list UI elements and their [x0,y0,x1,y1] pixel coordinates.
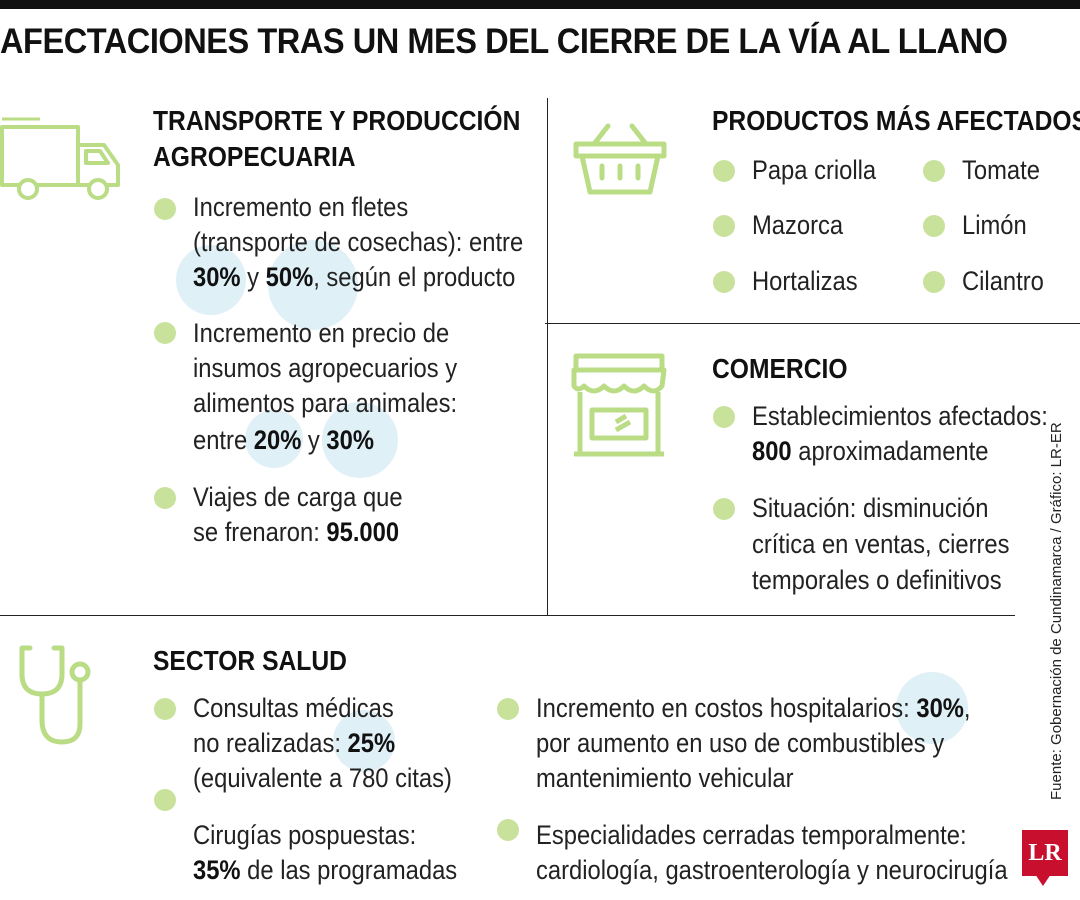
highlight-halo [176,245,246,315]
highlight-halo [333,710,395,772]
bullet-dot [713,406,735,428]
productos-title: PRODUCTOS MÁS AFECTADOS [712,105,1080,136]
transporte-bullet2-line4: entre 20% y 30% [193,425,374,455]
truck-icon [0,115,125,210]
salud-bullet3-line1: Incremento en costos hospitalarios: 30%, [536,693,971,723]
bullet-dot [154,487,176,509]
highlight-halo [245,410,303,468]
bullet-dot [154,698,176,720]
salud-bullet3-line2: por aumento en uso de combustibles y [536,728,945,758]
producto-item: Mazorca [752,210,844,240]
comercio-bullet2-line2: crítica en ventas, cierres [752,529,1010,559]
bullet-dot [497,698,519,720]
salud-bullet4-line2: cardiología, gastroenterología y neuroci… [536,855,1008,885]
comercio-bullet1-line1: Establecimientos afectados: [752,401,1048,431]
transporte-bullet2-line2: insumos agropecuarios y [193,353,458,383]
basket-icon [572,122,668,201]
bullet-dot [713,271,735,293]
salud-bullet1-line2: no realizadas: 25% [193,728,396,758]
bullet-dot [713,215,735,237]
transporte-bullet2-line1: Incremento en precio de [193,318,450,348]
bullet-dot [713,498,735,520]
bullet-dot [923,271,945,293]
comercio-title: COMERCIO [712,353,848,384]
source-credit: Fuente: Gobernación de Cundinamarca / Gr… [1048,422,1065,800]
salud-bullet3-line3: mantenimiento vehicular [536,763,794,793]
salud-bullet1-line3: (equivalente a 780 citas) [193,763,452,793]
bullet-dot [154,789,176,811]
stethoscope-icon [18,640,110,757]
value-insumos-max: 30% [326,425,374,455]
bullet-dot [713,160,735,182]
page-title: AFECTACIONES TRAS UN MES DEL CIERRE DE L… [0,22,1008,61]
value-establecimientos: 800 [752,436,792,466]
value-cirugias: 35% [193,855,241,885]
highlight-halo [322,402,398,478]
salud-title: SECTOR SALUD [153,645,347,676]
transporte-bullet2-line3: alimentos para animales: [193,388,458,418]
transporte-title-line1: TRANSPORTE Y PRODUCCIÓN [153,105,521,136]
value-costos-hospitalarios: 30% [916,693,964,723]
transporte-bullet1-line1: Incremento en fletes [193,192,409,222]
value-viajes: 95.000 [326,517,400,547]
transporte-bullet3-line2: se frenaron: 95.000 [193,517,400,547]
transporte-bullet1-line3: 30% y 50%, según el producto [193,262,516,292]
value-consultas: 25% [347,728,396,758]
salud-bullet1-line1: Consultas médicas [193,693,394,723]
divider-right-middle [545,323,1080,324]
value-fletes-max: 50% [265,262,314,292]
comercio-bullet2-line1: Situación: disminución [752,493,989,523]
storefront-icon [570,352,668,465]
bullet-dot [923,215,945,237]
value-insumos-min: 20% [253,425,302,455]
salud-bullet2-line1: Cirugías pospuestas: [193,820,417,850]
transporte-bullet3-line1: Viajes de carga que [193,482,403,512]
highlight-halo [896,672,968,744]
producto-item: Papa criolla [752,155,877,185]
highlight-halo [268,240,358,330]
producto-item: Cilantro [962,266,1044,296]
salud-bullet2-line2: 35% de las programadas [193,855,458,885]
bullet-dot [154,198,176,220]
bullet-dot [923,160,945,182]
divider-main [0,615,1015,616]
bullet-dot [154,322,176,344]
divider-vertical [547,98,548,616]
bullet-dot [497,819,519,841]
lr-logo-tail [1035,874,1051,886]
top-bar [0,0,1080,9]
transporte-title-line2: AGROPECUARIA [153,141,356,172]
value-fletes-min: 30% [193,262,241,292]
comercio-bullet1-line2: 800 aproximadamente [752,436,989,466]
lr-logo: LR [1022,830,1068,876]
producto-item: Tomate [962,155,1040,185]
producto-item: Hortalizas [752,266,858,296]
transporte-bullet1-line2: (transporte de cosechas): entre [193,227,524,257]
salud-bullet4-line1: Especialidades cerradas temporalmente: [536,820,967,850]
comercio-bullet2-line3: temporales o definitivos [752,565,1002,595]
producto-item: Limón [962,210,1027,240]
